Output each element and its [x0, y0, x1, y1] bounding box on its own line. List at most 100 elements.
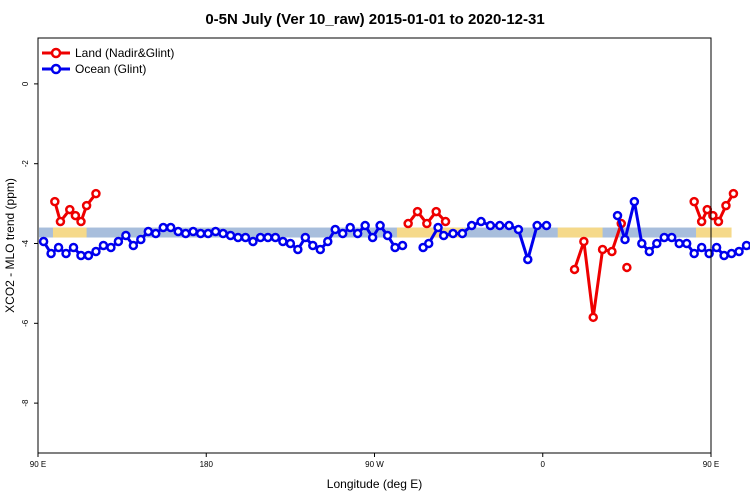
data-point [644, 246, 655, 257]
data-point [38, 236, 49, 247]
data-point [431, 206, 441, 217]
data-point [136, 234, 146, 245]
legend-label: Ocean (Glint) [75, 62, 146, 76]
data-point [689, 248, 699, 259]
data-point [270, 232, 281, 243]
data-point [504, 220, 514, 231]
data-point [711, 242, 722, 253]
data-point [218, 228, 228, 239]
data-point [180, 228, 191, 239]
data-point [466, 220, 477, 231]
data-point [106, 242, 116, 253]
data-point [403, 218, 413, 229]
data-point [713, 216, 724, 227]
data-point [734, 246, 744, 257]
data-point [61, 248, 71, 259]
data-point [721, 200, 731, 211]
data-point [569, 264, 580, 275]
data-point [433, 222, 443, 233]
data-point [210, 226, 221, 237]
data-point [76, 216, 86, 227]
data-point [532, 220, 542, 231]
data-point [622, 262, 632, 273]
data-point [541, 220, 552, 231]
data-point [68, 242, 79, 253]
data-point [173, 226, 183, 237]
data-point [323, 236, 333, 247]
data-point [65, 204, 75, 215]
y-axis-label: XCO2 - MLO trend (ppm) [3, 178, 17, 313]
x-axis: 90 E 180 90 W 0 90 E [30, 453, 719, 469]
band-land-segment [696, 227, 732, 238]
data-point [423, 238, 434, 249]
data-point [81, 200, 92, 211]
data-point [255, 232, 266, 243]
data-point [523, 254, 533, 265]
legend-marker [50, 63, 62, 75]
x-tick-label: 0 [541, 460, 546, 469]
data-point [352, 228, 363, 239]
data-point [300, 232, 311, 243]
data-point [143, 226, 154, 237]
data-point [91, 246, 101, 257]
data-point [293, 244, 303, 255]
x-axis-label: Longitude (deg E) [327, 477, 422, 491]
data-point [476, 216, 486, 227]
data-point [719, 250, 729, 261]
y-tick-label: -6 [21, 319, 30, 327]
data-point [76, 250, 86, 261]
y-axis: 0 -2 -4 -6 -8 [21, 81, 38, 407]
plot-series [38, 188, 750, 323]
legend-item: Ocean (Glint) [42, 62, 146, 76]
band-land-segment [52, 227, 87, 238]
data-point [203, 228, 213, 239]
data-point [674, 238, 684, 249]
data-point [597, 244, 608, 255]
data-point [233, 232, 243, 243]
data-point [588, 312, 598, 323]
data-point [485, 220, 496, 231]
data-point [337, 228, 348, 239]
data-point [240, 232, 251, 243]
data-point [315, 244, 326, 255]
data-point [188, 226, 198, 237]
data-point [195, 228, 206, 239]
data-point [91, 188, 101, 199]
data-point [165, 222, 176, 233]
data-point [278, 236, 288, 247]
x-tick-label: 90 E [703, 460, 719, 469]
series-land [50, 188, 739, 323]
x-tick-label: 180 [200, 460, 214, 469]
data-point [390, 242, 400, 253]
data-point [696, 242, 707, 253]
legend-item: Land (Nadir&Glint) [42, 46, 174, 60]
data-point [652, 238, 662, 249]
data-point [440, 216, 451, 227]
data-point [741, 240, 750, 251]
data-point [285, 238, 296, 249]
data-point [412, 206, 423, 217]
data-point [70, 210, 81, 221]
data-point [513, 224, 524, 235]
y-tick-label: -8 [21, 399, 30, 407]
data-point [121, 230, 131, 241]
data-point [367, 232, 378, 243]
plot-frame [37, 37, 712, 454]
data-point [637, 238, 647, 249]
data-point [397, 240, 408, 251]
data-point [128, 240, 139, 251]
data-point [360, 220, 370, 231]
y-tick-label: 0 [21, 81, 30, 86]
data-point [620, 234, 630, 245]
data-point [629, 196, 640, 207]
data-point [726, 248, 737, 259]
band-land-segment [396, 227, 465, 238]
data-point [689, 196, 699, 207]
data-point [438, 230, 449, 241]
data-point [579, 236, 589, 247]
data-point [495, 220, 505, 231]
data-point [263, 232, 273, 243]
data-point [666, 232, 677, 243]
data-point [607, 246, 617, 257]
